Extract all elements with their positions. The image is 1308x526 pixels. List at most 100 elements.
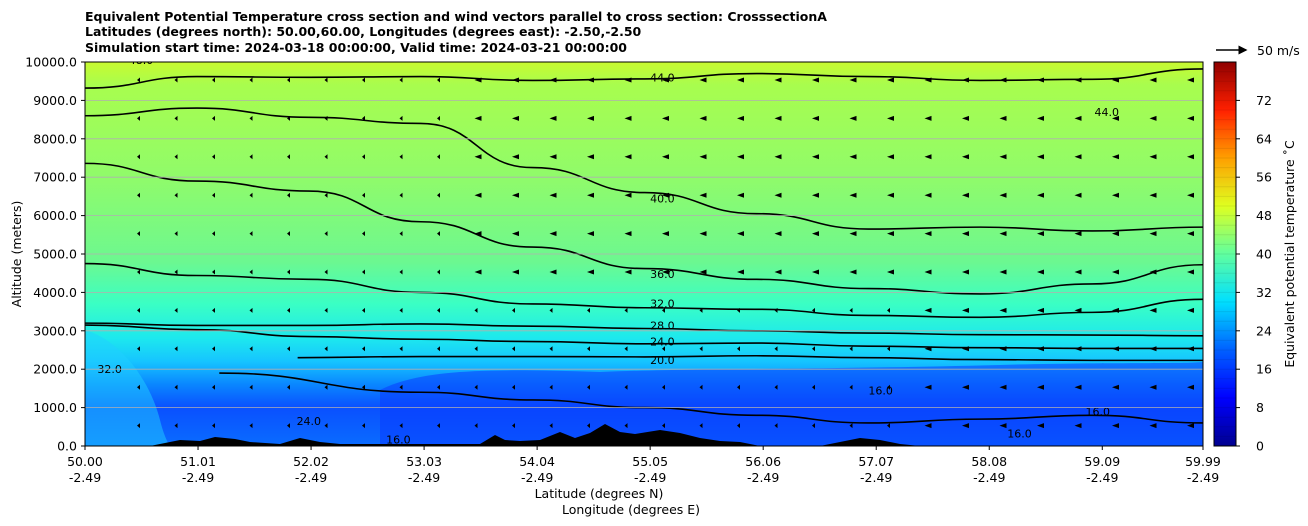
wind-arrow-172 [774,154,782,160]
wind-arrow-244 [1037,231,1044,237]
wind-arrow-117 [549,346,553,352]
wind-arrow-262 [1112,154,1119,160]
wind-arrow-267 [1112,346,1119,352]
wind-arrow-201 [887,115,894,121]
wind-arrow-282 [1187,154,1194,160]
wind-arrow-165 [737,269,744,275]
wind-arrow-11 [174,115,178,121]
wind-arrow-59 [324,423,328,429]
wind-arrow-61 [362,115,365,121]
wind-arrow-136 [624,307,628,313]
wind-arrow-270 [1149,77,1157,83]
wind-arrow-216 [924,307,932,313]
wind-arrow-275 [1149,269,1157,275]
wind-arrow-144 [662,231,669,237]
x-tick-lon-0: -2.49 [69,470,101,485]
contour-line-24 [85,324,1203,350]
wind-arrow-92 [474,154,482,160]
title-line-2: Latitudes (degrees north): 50.00,60.00, … [85,24,642,39]
wind-arrow-266 [1112,307,1119,313]
wind-arrow-110 [549,77,557,83]
wind-arrow-191 [849,115,857,121]
wind-arrow-180 [812,77,819,83]
x-tick-lon-6: -2.49 [747,470,779,485]
wind-arrow-190 [849,77,857,83]
wind-arrow-35 [249,269,253,275]
wind-arrow-82 [437,154,440,160]
wind-arrow-237 [999,346,1007,352]
wind-arrow-71 [399,115,403,121]
x-axis-label-latitude: Latitude (degrees N) [535,486,664,501]
wind-arrow-130 [624,77,632,83]
wind-arrow-157 [699,346,703,352]
contour-line-16 [219,372,1203,424]
wind-arrow-145 [662,269,669,275]
y-tick-label-6: 6000.0 [33,208,77,223]
wind-arrow-235 [999,269,1007,275]
x-tick-lat-6: 56.06 [745,454,781,469]
y-tick-label-8: 8000.0 [33,131,77,146]
colorbar-tick-label-4: 32 [1256,285,1272,300]
inline-contour-label-5: 44.0 [1095,106,1120,119]
wind-arrow-40 [287,77,290,83]
wind-arrow-111 [549,115,557,121]
wind-arrow-87 [437,346,440,352]
wind-arrow-86 [437,307,440,313]
wind-arrow-135 [624,269,632,275]
wind-arrow-103 [512,192,519,198]
wind-arrow-286 [1187,307,1194,313]
wind-arrow-251 [1074,115,1082,121]
wind-arrow-19 [174,423,178,429]
colorbar-tick-label-0: 0 [1256,439,1264,454]
contour-label-20: 20.0 [650,354,675,367]
wind-arrow-245 [1037,269,1044,275]
warm-coastal-region [85,330,170,446]
wind-arrow-283 [1187,192,1194,198]
wind-arrow-246 [1037,307,1044,313]
wind-arrow-173 [774,192,782,198]
wind-arrow-32 [249,154,253,160]
wind-arrow-288 [1187,384,1194,390]
wind-arrow-169 [737,423,740,429]
wind-arrow-167 [737,346,740,352]
wind-arrow-193 [849,192,857,198]
wind-arrow-195 [849,269,857,275]
contour-line-36 [85,162,1203,295]
wind-arrow-128 [587,384,590,390]
wind-arrow-141 [662,115,669,121]
wind-arrow-185 [812,269,819,275]
y-tick-label-1: 1000.0 [33,400,77,415]
wind-arrow-228 [962,384,969,390]
wind-arrow-105 [512,269,519,275]
wind-arrow-287 [1187,346,1194,352]
wind-arrow-155 [699,269,707,275]
colorbar-tick-label-5: 40 [1256,247,1272,262]
wind-arrow-138 [624,384,628,390]
contour-line-28 [85,322,1203,337]
wind-arrow-202 [887,154,894,160]
contour-line-20 [297,354,1203,362]
x-tick-lat-10: 59.99 [1185,454,1221,469]
wind-arrow-31 [249,115,253,121]
wind-arrow-81 [437,115,440,121]
wind-arrow-284 [1187,231,1194,237]
wind-arrow-150 [699,77,707,83]
contour-label-36: 36.0 [650,268,675,281]
wind-arrow-118 [549,384,553,390]
wind-arrow-7 [137,346,140,352]
wind-arrow-143 [662,192,669,198]
wind-arrow-93 [474,192,482,198]
wind-arrow-189 [812,423,815,429]
wind-arrow-94 [474,231,482,237]
wind-arrow-119 [549,423,553,429]
wind-arrow-233 [999,192,1007,198]
wind-arrow-38 [249,384,253,390]
wind-arrow-57 [324,346,328,352]
wind-arrow-210 [924,77,932,83]
x-tick-lat-7: 57.07 [858,454,894,469]
wind-arrow-66 [362,307,365,313]
wind-arrow-58 [324,384,328,390]
wind-arrow-96 [474,307,478,313]
wind-arrow-161 [737,115,744,121]
wind-arrow-62 [362,154,365,160]
